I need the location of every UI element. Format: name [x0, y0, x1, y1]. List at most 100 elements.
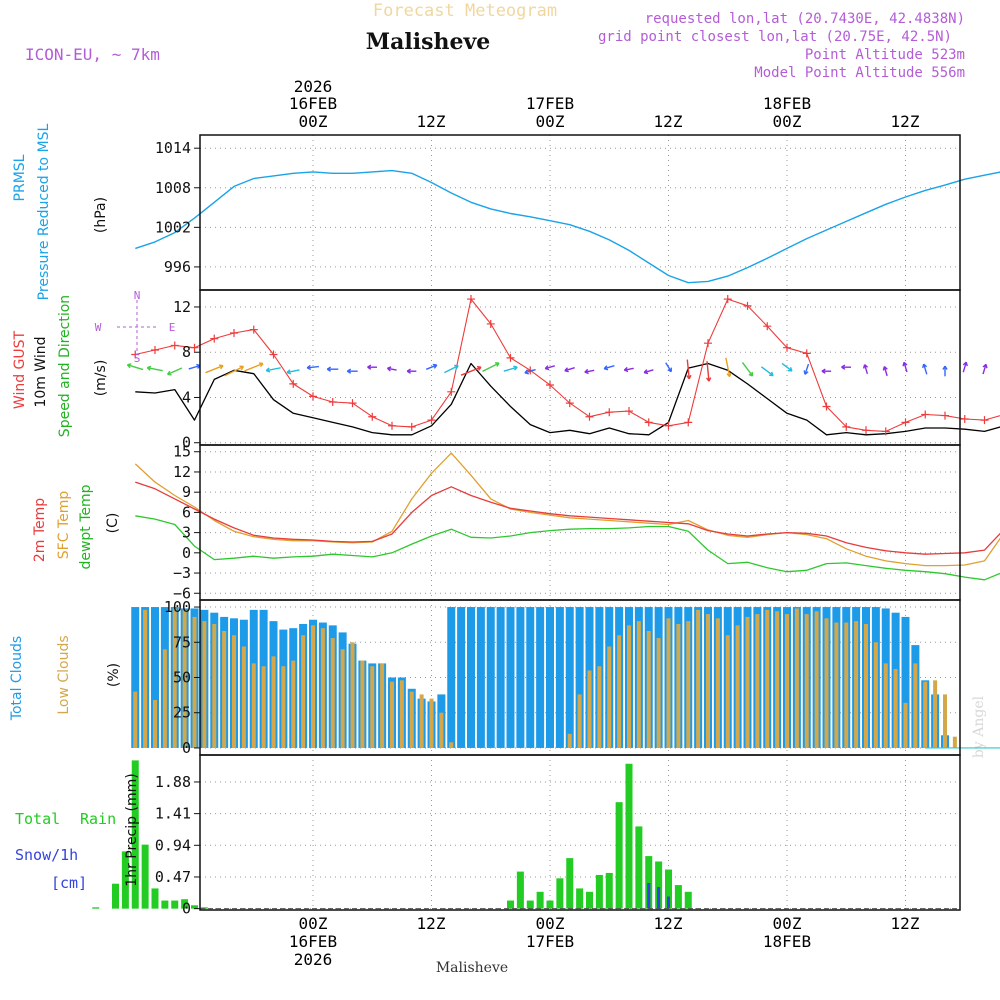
low-cloud-bar: [271, 656, 276, 748]
gust-marker: [960, 414, 969, 423]
temp-panel-frame: [199, 444, 961, 601]
rain-bar: [171, 900, 179, 909]
gust-marker: [763, 322, 772, 331]
low-cloud-bar: [844, 622, 849, 748]
wind-arrow: [725, 357, 731, 377]
wind-arrow-head: [432, 363, 438, 369]
gust-marker: [704, 339, 712, 348]
wind-arrow: [286, 369, 300, 374]
low-cloud-bar: [251, 663, 256, 748]
rain-bar: [674, 885, 682, 909]
low-cloud-bar: [380, 663, 385, 748]
snow-bar: [647, 883, 651, 909]
temp-unit: (C): [105, 513, 121, 534]
top-time-label-6: 12Z: [891, 112, 920, 131]
wind-arrow: [982, 364, 987, 375]
clouds-unit: (%): [106, 663, 122, 687]
temp-tick-label: 15: [173, 443, 191, 461]
rain-bar: [566, 858, 574, 909]
bottom-time-label-3: 00Z: [536, 914, 565, 933]
bottom-date-label-1: 16FEB: [289, 932, 337, 951]
top-time-label-3: 00Z: [536, 112, 565, 131]
wind-arrow-head: [942, 365, 948, 370]
low-cloud-bar: [952, 736, 957, 748]
top-time-label-5: 00Z: [773, 112, 802, 131]
rain-bar: [191, 905, 198, 909]
total-cloud-bar: [526, 607, 535, 748]
wind-arrow: [244, 362, 264, 372]
rain-bar: [200, 907, 208, 909]
clouds-tick-label: 100: [164, 598, 191, 616]
gust-marker: [309, 392, 317, 401]
wind-arrow-head: [787, 366, 793, 372]
wind-arrow: [307, 365, 319, 369]
low-cloud-bar: [449, 742, 454, 748]
wind-arrow: [584, 369, 595, 373]
gust-marker: [921, 410, 930, 419]
low-cloud-bar: [222, 631, 227, 748]
wind-arrow-head: [386, 366, 392, 372]
low-cloud-bar: [311, 625, 315, 748]
precip-tick-label: 0.47: [155, 868, 191, 886]
rain-bar: [655, 861, 663, 909]
wind-arrow: [444, 365, 459, 374]
total-label: Total: [15, 810, 60, 828]
wind-arrow-head: [706, 377, 712, 382]
wind-arrow-head: [454, 364, 459, 370]
top-date-label-2: 17FEB: [526, 94, 574, 113]
total-cloud-bar: [486, 607, 495, 748]
snow-unit: [cm]: [51, 874, 87, 892]
compass-west: W: [95, 321, 102, 334]
low-cloud-bar: [775, 611, 780, 748]
wind-arrow-head: [803, 370, 809, 375]
gust-marker: [644, 418, 653, 427]
rain-label: Rain: [80, 810, 116, 828]
gust-marker: [546, 381, 554, 390]
temp-2m-line: [135, 481, 1000, 555]
wind-arrow-head: [286, 369, 292, 375]
rain-bar: [536, 891, 544, 909]
wind-arrow: [781, 362, 793, 372]
wind-arrow: [205, 365, 224, 374]
rain-bar: [645, 856, 653, 909]
wind-arrow: [686, 359, 690, 379]
wind-arrow: [266, 367, 281, 372]
top-year-label: 2026: [294, 77, 333, 96]
wind-arrow-head: [623, 366, 629, 373]
bottom-time-label-4: 12Z: [654, 914, 683, 933]
wind-arrow: [503, 366, 518, 372]
low-cloud-bar: [715, 618, 720, 748]
rain-bar: [625, 763, 633, 909]
wind-arrow: [545, 365, 555, 370]
low-cloud-bar: [824, 618, 829, 748]
pressure-tick-label: 1008: [155, 179, 191, 197]
bars-layer: [92, 607, 1000, 910]
total-cloud-bar: [496, 607, 505, 748]
total-cloud-bar: [565, 607, 574, 748]
wind-arrow: [387, 367, 397, 371]
gust-marker: [289, 379, 298, 388]
gust-marker: [565, 399, 574, 408]
wind-arrow-head: [494, 362, 500, 367]
top-time-label-1: 00Z: [299, 112, 328, 131]
gust-marker: [269, 350, 278, 359]
low-cloud-bar: [320, 628, 325, 748]
rain-bar: [112, 883, 119, 909]
bottom-time-label-5: 00Z: [773, 914, 802, 933]
low-cloud-bar: [587, 670, 592, 748]
total-cloud-bar: [151, 607, 159, 748]
low-cloud-bar: [814, 611, 819, 748]
rain-bar: [526, 900, 534, 909]
total-cloud-bar: [546, 607, 554, 748]
low-cloud-bar: [765, 609, 770, 748]
gridpoint-coordinates: grid point closest lon,lat (20.75E, 42.5…: [598, 29, 952, 45]
gust-marker: [249, 325, 258, 334]
wind-arrow: [603, 364, 615, 370]
low-cloud-bar: [143, 609, 148, 748]
temp-tick-label: −3: [173, 564, 191, 582]
total-cloud-bar: [506, 607, 515, 748]
rain-bar: [595, 874, 603, 909]
low-cloud-bar: [577, 694, 582, 748]
low-cloud-bar: [735, 625, 740, 748]
